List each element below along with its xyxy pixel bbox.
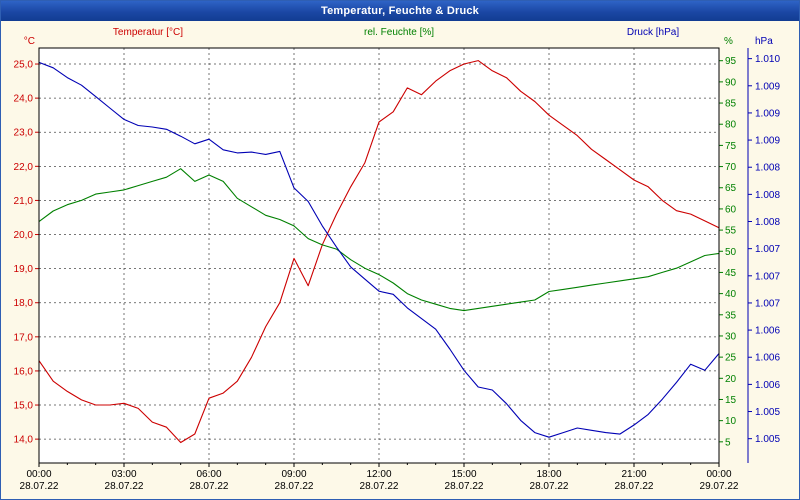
humidity-tick-label: 90 — [725, 77, 737, 88]
humidity-tick-label: 15 — [725, 395, 737, 406]
humidity-series-line — [38, 168, 720, 312]
pressure-tick-label: 1.006 — [755, 353, 780, 364]
humidity-tick-label: 10 — [725, 416, 737, 427]
humidity-tick-label: 55 — [725, 226, 737, 237]
date-tick-label: 28.07.22 — [190, 481, 229, 492]
temperature-unit-label: °C — [24, 36, 35, 47]
humidity-tick-label: 65 — [725, 183, 737, 194]
humidity-tick-label: 35 — [725, 310, 737, 321]
humidity-tick-label: 20 — [725, 374, 737, 385]
pressure-series-line — [38, 61, 720, 438]
pressure-tick-label: 1.006 — [755, 380, 780, 391]
date-tick-label: 28.07.22 — [615, 481, 654, 492]
pressure-tick-label: 1.007 — [755, 271, 780, 282]
axis-title-pressure: Druck [hPa] — [627, 27, 679, 38]
humidity-tick-label: 85 — [725, 99, 737, 110]
temperature-tick-label: 20,0 — [14, 230, 34, 241]
temperature-tick-label: 18,0 — [14, 298, 34, 309]
pressure-axis — [747, 48, 752, 463]
window-title: Temperatur, Feuchte & Druck — [320, 5, 479, 17]
time-tick-label: 15:00 — [451, 469, 476, 480]
pressure-tick-label: 1.008 — [755, 217, 780, 228]
pressure-tick-label: 1.008 — [755, 163, 780, 174]
titlebar[interactable]: Temperatur, Feuchte & Druck — [1, 1, 799, 21]
temperature-tick-label: 23,0 — [14, 128, 34, 139]
date-tick-label: 28.07.22 — [275, 481, 314, 492]
pressure-tick-label: 1.010 — [755, 54, 780, 65]
humidity-tick-label: 40 — [725, 289, 737, 300]
pressure-tick-label: 1.009 — [755, 136, 780, 147]
time-tick-label: 18:00 — [536, 469, 561, 480]
humidity-unit-label: % — [724, 36, 733, 47]
humidity-tick-label: 60 — [725, 204, 737, 215]
time-tick-label: 12:00 — [366, 469, 391, 480]
temperature-tick-label: 15,0 — [14, 401, 34, 412]
humidity-tick-label: 50 — [725, 247, 737, 258]
date-tick-label: 28.07.22 — [105, 481, 144, 492]
pressure-tick-label: 1.007 — [755, 244, 780, 255]
humidity-axis — [719, 60, 723, 443]
chart-area: Temperatur [°C] rel. Feuchte [%] Druck [hP… — [1, 21, 799, 499]
humidity-tick-label: 30 — [725, 331, 737, 342]
temperature-tick-label: 17,0 — [14, 332, 34, 343]
humidity-tick-label: 95 — [725, 56, 737, 67]
time-tick-label: 21:00 — [621, 469, 646, 480]
pressure-tick-label: 1.009 — [755, 108, 780, 119]
temperature-axis — [35, 63, 39, 440]
humidity-tick-label: 70 — [725, 162, 737, 173]
humidity-tick-label: 75 — [725, 141, 737, 152]
gridlines — [39, 48, 719, 463]
date-tick-label: 29.07.22 — [700, 481, 739, 492]
humidity-tick-label: 80 — [725, 120, 737, 131]
time-tick-label: 09:00 — [281, 469, 306, 480]
temperature-tick-label: 16,0 — [14, 366, 34, 377]
plot-border — [38, 47, 720, 464]
humidity-tick-label: 25 — [725, 353, 737, 364]
temperature-tick-label: 24,0 — [14, 94, 34, 105]
humidity-tick-label: 45 — [725, 268, 737, 279]
time-tick-label: 00:00 — [706, 469, 731, 480]
date-tick-label: 28.07.22 — [360, 481, 399, 492]
axis-title-humidity: rel. Feuchte [%] — [364, 27, 434, 38]
time-tick-label: 06:00 — [196, 469, 221, 480]
temperature-tick-label: 22,0 — [14, 162, 34, 173]
temperature-tick-label: 19,0 — [14, 264, 34, 275]
temperature-tick-label: 21,0 — [14, 196, 34, 207]
date-tick-label: 28.07.22 — [445, 481, 484, 492]
chart-canvas: Temperatur [°C] rel. Feuchte [%] Druck [hP… — [14, 27, 781, 492]
pressure-tick-label: 1.009 — [755, 81, 780, 92]
humidity-tick-label: 5 — [725, 437, 731, 448]
pressure-unit-label: hPa — [755, 36, 773, 47]
time-axis — [38, 463, 720, 467]
date-tick-label: 28.07.22 — [20, 481, 59, 492]
pressure-tick-label: 1.005 — [755, 434, 780, 445]
plot-area — [39, 48, 719, 463]
date-tick-label: 28.07.22 — [530, 481, 569, 492]
axis-title-temperature: Temperatur [°C] — [113, 27, 183, 38]
temperature-series-line — [38, 60, 720, 444]
pressure-tick-label: 1.008 — [755, 190, 780, 201]
pressure-tick-label: 1.005 — [755, 407, 780, 418]
time-tick-label: 03:00 — [111, 469, 136, 480]
temperature-tick-label: 25,0 — [14, 60, 34, 71]
time-tick-label: 00:00 — [26, 469, 51, 480]
pressure-tick-label: 1.007 — [755, 298, 780, 309]
temperature-tick-label: 14,0 — [14, 435, 34, 446]
pressure-tick-label: 1.006 — [755, 326, 780, 337]
